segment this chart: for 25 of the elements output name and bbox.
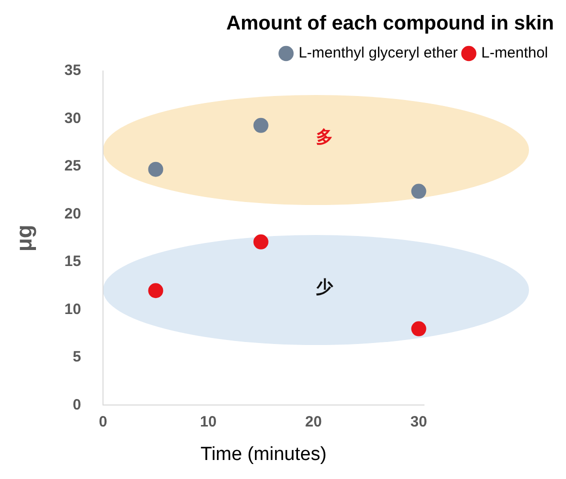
y-tick-label: 35 xyxy=(64,62,82,80)
x-tick-label: 20 xyxy=(305,413,322,430)
x-tick-label: 30 xyxy=(410,413,428,430)
x-axis-title: Time (minutes) xyxy=(200,444,327,465)
y-tick-label: 0 xyxy=(72,396,82,414)
y-tick-label: 30 xyxy=(64,110,82,127)
legend-label: L-menthyl glyceryl ether xyxy=(298,44,458,62)
chart-title: Amount of each compound in skin xyxy=(226,12,554,35)
y-tick-label: 15 xyxy=(64,253,82,270)
annotation: 少 xyxy=(316,278,334,298)
annotation: 多 xyxy=(316,127,334,148)
y-tick-label: 20 xyxy=(64,205,82,222)
x-tick-label: 10 xyxy=(200,413,217,430)
point xyxy=(253,234,268,250)
point xyxy=(411,184,426,199)
y-tick-label: 5 xyxy=(72,348,82,366)
legend-label: L-menthol xyxy=(481,44,548,62)
y-axis-title: μg xyxy=(11,224,36,252)
y-tick-label: 10 xyxy=(64,300,82,318)
point xyxy=(148,162,164,177)
x-tick-label: 0 xyxy=(98,413,108,430)
y-tick-label: 25 xyxy=(64,158,82,175)
point xyxy=(411,321,426,336)
point xyxy=(253,118,268,133)
point xyxy=(148,283,164,298)
